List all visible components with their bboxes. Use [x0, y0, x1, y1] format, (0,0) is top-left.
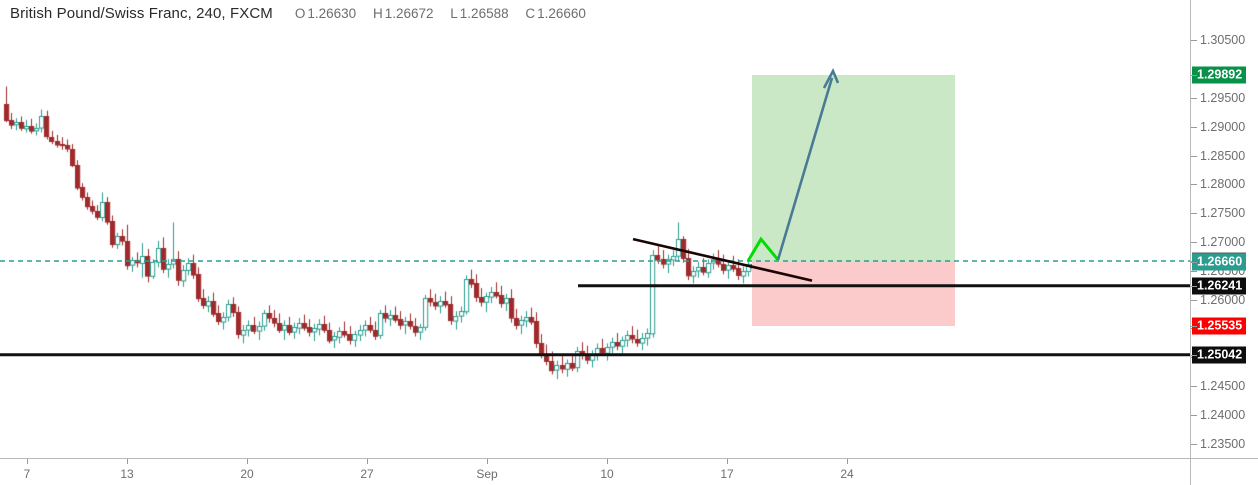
ohlc-values: O 1.26630 H 1.26672 L 1.26588 C 1.26660 — [295, 6, 599, 21]
ohlc-high-value: 1.26672 — [384, 5, 434, 21]
price-tick — [1191, 184, 1197, 186]
price-axis-label: 1.30500 — [1200, 33, 1246, 48]
time-tick — [487, 459, 488, 464]
time-tick — [127, 459, 128, 464]
direction-arrow-head[interactable] — [822, 67, 840, 89]
ohlc-open-value: 1.26630 — [307, 5, 357, 21]
candlestick-series — [0, 26, 1190, 458]
symbol-title[interactable]: British Pound/Swiss Franc, 240, FXCM — [10, 4, 273, 22]
time-axis-label: 27 — [360, 467, 374, 481]
time-axis-label: 24 — [840, 467, 854, 481]
time-tick — [847, 459, 848, 464]
price-badge-stop[interactable]: 1.25535 — [1192, 317, 1247, 335]
price-axis-label: 1.29500 — [1200, 91, 1246, 105]
price-badge-current[interactable]: 1.26660 — [1192, 253, 1247, 271]
price-tick — [1191, 326, 1197, 328]
ohlc-low-value: 1.26588 — [459, 5, 509, 21]
direction-arrow-shaft[interactable] — [776, 77, 834, 261]
time-tick — [607, 459, 608, 464]
time-axis-label: 7 — [23, 467, 31, 481]
ohlc-open-key: O — [294, 5, 306, 21]
chart-plot-area[interactable] — [0, 26, 1190, 458]
time-tick — [27, 459, 28, 464]
price-axis-label: 1.27000 — [1200, 235, 1246, 249]
ohlc-close-key: C — [525, 5, 536, 21]
ohlc-high-key: H — [372, 5, 383, 21]
price-tick — [1191, 126, 1197, 128]
ohlc-close-value: 1.26660 — [537, 5, 586, 21]
time-tick — [727, 459, 728, 464]
price-axis-label: 1.23500 — [1200, 436, 1246, 451]
price-axis-label: 1.27500 — [1200, 206, 1246, 221]
price-tick — [1191, 242, 1197, 243]
drawings-overlay — [0, 67, 1190, 357]
price-tick — [1191, 261, 1197, 263]
price-tick — [1191, 354, 1197, 356]
price-axis-label: 1.24500 — [1200, 379, 1246, 393]
ohlc-high: H 1.26672 — [373, 6, 434, 21]
price-tick — [1191, 98, 1197, 99]
price-axis-label: 1.24000 — [1200, 407, 1246, 422]
ohlc-open: O 1.26630 — [295, 6, 356, 21]
price-tick — [1191, 75, 1197, 77]
price-axis-label: 1.29000 — [1200, 119, 1246, 134]
ohlc-low: L 1.26588 — [450, 6, 508, 21]
time-axis-label: 10 — [600, 467, 614, 481]
price-badge-level[interactable]: 1.25042 — [1192, 346, 1247, 364]
price-badge-target[interactable]: 1.29892 — [1192, 66, 1247, 84]
price-tick — [1191, 213, 1197, 215]
ohlc-close: C 1.26660 — [525, 6, 586, 21]
price-axis-label: 1.28000 — [1200, 177, 1246, 192]
chart-legend: British Pound/Swiss Franc, 240, FXCM O 1.… — [0, 0, 1258, 26]
price-tick — [1191, 40, 1197, 42]
price-tick — [1191, 155, 1197, 157]
time-axis-label: 20 — [240, 467, 254, 481]
time-axis[interactable]: 7 13 20 27 Sep 10 17 24 — [0, 458, 1190, 485]
axis-corner — [1190, 458, 1258, 485]
time-tick — [247, 459, 248, 464]
price-tick — [1191, 443, 1197, 445]
price-axis[interactable]: 1.30500 1.29500 1.29000 1.28500 1.28000 1.275… — [1190, 0, 1258, 458]
price-tick — [1191, 299, 1197, 301]
price-tick — [1191, 414, 1197, 416]
time-axis-label: Sep — [476, 467, 498, 481]
price-axis-label: 1.26000 — [1200, 292, 1246, 307]
price-tick — [1191, 285, 1197, 287]
time-axis-label: 13 — [120, 467, 134, 481]
time-axis-label: 17 — [720, 467, 734, 481]
ohlc-low-key: L — [450, 5, 458, 21]
price-badge-level[interactable]: 1.26241 — [1192, 277, 1247, 295]
resistance-trendline[interactable] — [632, 237, 813, 282]
stop-zone-rect[interactable] — [752, 261, 955, 327]
price-tick — [1191, 270, 1197, 272]
price-axis-label: 1.28500 — [1200, 148, 1246, 163]
price-tick — [1191, 386, 1197, 387]
price-projection-zigzag[interactable] — [746, 236, 780, 262]
time-tick — [367, 459, 368, 464]
